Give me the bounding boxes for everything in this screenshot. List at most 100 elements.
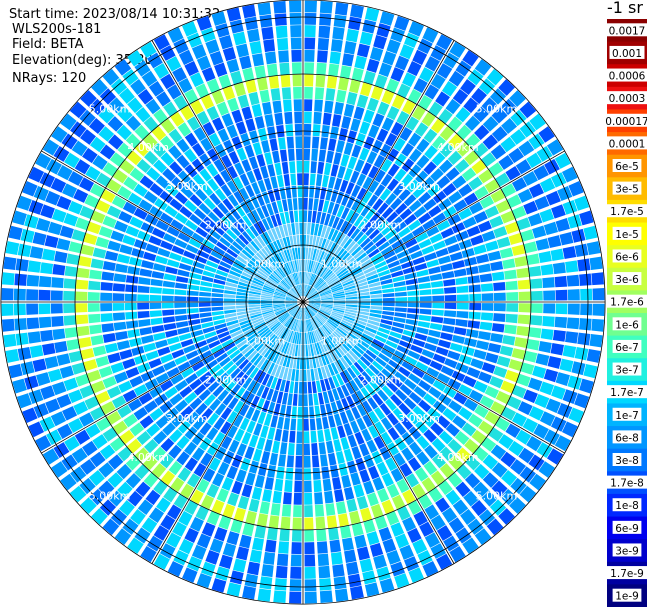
beta-gate-cell: [345, 299, 358, 302]
beta-gate-cell: [444, 235, 458, 246]
beta-gate-cell: [117, 142, 133, 158]
beta-gate-cell: [403, 32, 420, 48]
beta-gate-cell: [338, 343, 348, 354]
beta-gate-cell: [304, 49, 315, 62]
beta-gate-cell: [162, 168, 176, 182]
beta-gate-cell: [320, 366, 328, 379]
beta-gate-cell: [284, 479, 293, 493]
beta-gate-cell: [388, 234, 401, 245]
beta-gate-cell: [324, 213, 331, 226]
beta-gate-cell: [183, 250, 196, 260]
beta-gate-cell: [175, 321, 189, 329]
beta-gate-cell: [493, 313, 506, 322]
beta-gate-cell: [277, 312, 289, 320]
beta-gate-cell: [265, 281, 277, 288]
beta-gate-cell: [266, 317, 278, 325]
beta-gate-cell: [314, 504, 325, 517]
beta-gate-cell: [412, 338, 426, 348]
beta-gate-cell: [490, 333, 504, 343]
beta-gate-cell: [308, 393, 314, 406]
beta-gate-cell: [264, 282, 276, 290]
beta-gate-cell: [309, 273, 316, 286]
beta-gate-cell: [248, 260, 260, 270]
beta-gate-cell: [199, 153, 212, 167]
beta-gate-cell: [304, 554, 316, 567]
beta-gate-cell: [554, 275, 568, 288]
beta-gate-cell: [276, 287, 288, 294]
beta-gate-cell: [469, 293, 482, 302]
beta-gate-cell: [424, 504, 440, 520]
beta-gate-cell: [260, 302, 273, 304]
beta-gate-cell: [504, 221, 519, 235]
beta-gate-cell: [559, 358, 574, 373]
beta-gate-cell: [444, 358, 458, 369]
beta-gate-cell: [318, 327, 326, 339]
beta-gate-cell: [253, 319, 265, 327]
beta-gate-cell: [345, 293, 358, 298]
beta-gate-cell: [260, 265, 271, 275]
beta-gate-cell: [368, 425, 379, 439]
beta-gate-cell: [328, 350, 337, 362]
beta-gate-cell: [411, 225, 425, 237]
beta-gate-cell: [292, 287, 300, 298]
beta-gate-cell: [127, 150, 142, 166]
beta-gate-cell: [516, 267, 530, 279]
beta-gate-cell: [332, 114, 342, 127]
beta-gate-cell: [181, 225, 195, 237]
beta-gate-cell: [233, 414, 244, 428]
beta-gate-cell: [251, 315, 263, 322]
beta-gate-cell: [307, 305, 318, 314]
beta-gate-cell: [339, 411, 349, 425]
beta-gate-cell: [128, 337, 143, 348]
beta-gate-cell: [187, 313, 200, 320]
beta-gate-cell: [538, 126, 555, 143]
beta-gate-cell: [430, 280, 444, 288]
beta-gate-cell: [248, 302, 261, 305]
beta-gate-cell: [324, 338, 333, 350]
beta-gate-cell: [390, 522, 405, 537]
beta-gate-cell: [63, 315, 77, 326]
beta-gate-cell: [444, 302, 457, 310]
beta-gate-cell: [349, 510, 361, 525]
beta-gate-cell: [248, 290, 261, 296]
beta-gate-cell: [237, 285, 250, 291]
beta-gate-cell: [200, 494, 215, 510]
beta-gate-cell: [153, 108, 168, 124]
beta-gate-cell: [490, 401, 506, 415]
beta-gate-cell: [234, 336, 247, 345]
beta-gate-cell: [456, 447, 472, 462]
beta-gate-cell: [324, 254, 333, 266]
beta-gate-cell: [324, 100, 334, 114]
beta-gate-cell: [237, 218, 249, 230]
beta-gate-cell: [127, 50, 144, 67]
beta-gate-cell: [263, 284, 275, 291]
beta-gate-cell: [174, 379, 188, 392]
beta-gate-cell: [278, 541, 289, 554]
beta-gate-cell: [185, 244, 199, 254]
beta-gate-cell: [225, 281, 238, 288]
beta-gate-cell: [177, 232, 191, 243]
beta-gate-cell: [562, 199, 578, 215]
beta-gate-cell: [353, 322, 366, 329]
beta-gate-cell: [288, 317, 295, 329]
beta-gate-cell: [545, 190, 561, 206]
beta-gate-cell: [196, 249, 210, 259]
beta-gate-cell: [133, 207, 148, 220]
beta-gate-cell: [362, 414, 373, 428]
beta-gate-cell: [263, 231, 272, 244]
beta-gate-cell: [2, 318, 15, 332]
beta-gate-cell: [223, 342, 236, 352]
beta-gate-cell: [297, 185, 303, 198]
beta-gate-cell: [217, 461, 230, 476]
beta-gate-cell: [288, 330, 294, 343]
beta-gate-cell: [145, 98, 161, 115]
beta-gate-cell: [539, 381, 555, 396]
beta-gate-cell: [239, 534, 252, 549]
beta-gate-cell: [394, 15, 410, 31]
beta-gate-cell: [250, 313, 263, 319]
beta-gate-cell: [448, 400, 463, 414]
beta-gate-cell: [292, 260, 297, 273]
beta-gate-cell: [266, 259, 276, 270]
beta-gate-cell: [461, 247, 475, 258]
beta-gate-cell: [365, 208, 376, 221]
